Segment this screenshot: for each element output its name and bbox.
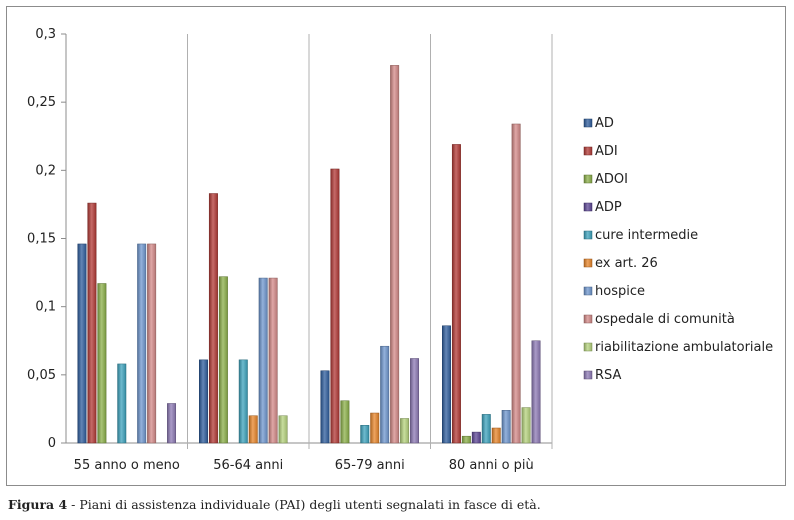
legend: AD ADI ADOI ADP cure intermedie ex art. 26 hos… [583,116,773,383]
y-tick-label: 0,1 [35,300,56,315]
bar-ex-art-26-3 [370,412,380,444]
legend-label: RSA [595,368,622,383]
bar-riabilitazione-ambulatoriale-2 [278,415,288,444]
figure-label: Figura 4 [8,497,68,512]
bar-ex-art-26-4 [491,427,501,444]
legend-label: ex art. 26 [595,256,658,271]
legend-label: ADI [595,144,618,159]
legend-label: cure intermedie [595,228,698,243]
legend-swatch [583,146,593,156]
bar-cure-intermedie-2 [238,359,248,444]
y-tick-label: 0,2 [35,163,56,178]
x-tick-label: 80 anni o più [449,458,534,473]
bar-rsa-4 [531,340,541,444]
bar-cure-intermedie-3 [360,425,370,444]
legend-swatch [583,202,593,212]
bar-adoi-1 [97,283,107,444]
legend-label: riabilitazione ambulatoriale [595,340,773,355]
bars [77,65,541,444]
y-tick-label: 0,05 [27,368,56,383]
bar-hospice-2 [258,277,268,444]
bar-ad-3 [320,370,330,444]
bar-adi-3 [330,168,340,444]
bar-riabilitazione-ambulatoriale-4 [521,407,531,444]
bar-ad-4 [442,325,451,444]
axis-labels: 0 0,05 0,1 0,15 0,2 0,25 0,3 55 anno o meno 56-6… [27,27,534,473]
y-tick-label: 0,25 [27,95,56,110]
bar-adoi-2 [218,276,228,444]
legend-swatch [583,174,593,184]
bar-chart: 0 0,05 0,1 0,15 0,2 0,25 0,3 55 anno o meno 56-6… [27,27,773,473]
y-tick-label: 0,3 [35,27,56,42]
x-tick-label: 55 anno o meno [74,458,180,473]
bar-cure-intermedie-4 [481,414,491,444]
bar-rsa-1 [167,403,177,444]
x-tick-label: 56-64 anni [213,458,283,473]
caption-text: - Piani di assistenza individuale (PAI) … [67,497,541,512]
legend-swatch [583,230,593,240]
bar-ad-2 [199,359,208,444]
bar-riabilitazione-ambulatoriale-3 [400,418,410,444]
legend-label: ospedale di comunità [595,312,735,327]
legend-label: ADP [595,200,622,215]
bar-adi-1 [87,202,97,444]
legend-label: ADOI [595,172,628,187]
legend-swatch [583,342,593,352]
y-tick-label: 0 [48,436,56,451]
bar-cure-intermedie-1 [117,363,127,444]
bar-hospice-1 [137,243,147,444]
legend-swatch [583,370,593,380]
figure-caption: Figura 4 - Piani di assistenza individua… [8,497,788,512]
bar-ospedale-di-comunit--2 [268,277,278,444]
x-tick-label: 65-79 anni [335,458,405,473]
legend-swatch [583,258,593,268]
bar-ad-1 [77,243,87,444]
bar-hospice-3 [380,345,390,444]
y-tick-label: 0,15 [27,232,56,247]
bar-rsa-3 [410,358,420,444]
bar-adoi-4 [461,435,471,444]
legend-label: AD [595,116,614,131]
axes [61,33,553,449]
bar-adi-2 [208,193,218,444]
legend-label: hospice [595,284,645,299]
bar-hospice-4 [501,410,511,444]
bar-ospedale-di-comunit--1 [147,243,157,444]
bar-adp-4 [471,431,481,444]
bar-ex-art-26-2 [248,415,258,444]
legend-swatch [583,314,593,324]
legend-swatch [583,118,593,128]
bar-ospedale-di-comunit--3 [390,65,400,444]
chart-frame: 0 0,05 0,1 0,15 0,2 0,25 0,3 55 anno o meno 56-6… [6,6,786,486]
bar-adi-4 [451,144,461,444]
bar-ospedale-di-comunit--4 [511,123,521,444]
bar-adoi-3 [340,400,350,444]
legend-swatch [583,286,593,296]
